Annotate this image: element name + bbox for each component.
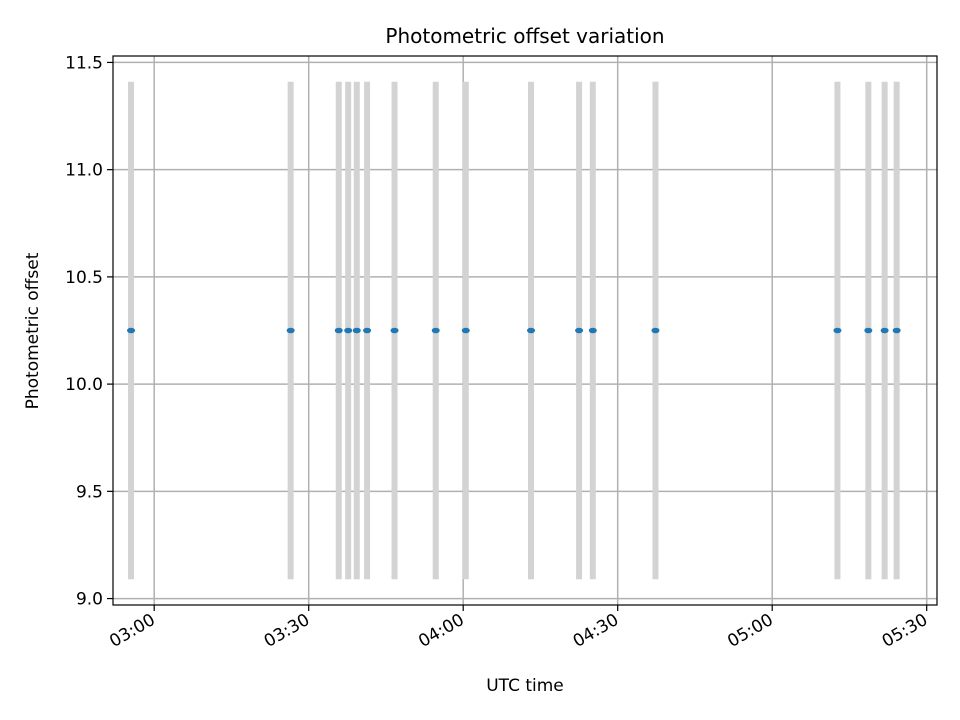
y-tick-label: 11.5	[65, 53, 103, 73]
x-axis-label: UTC time	[486, 676, 564, 696]
y-tick-label: 10.0	[65, 375, 103, 395]
y-tick-label: 10.5	[65, 268, 103, 288]
data-point	[352, 327, 361, 334]
y-axis-label: Photometric offset	[23, 252, 43, 409]
data-point	[127, 327, 136, 334]
data-point	[363, 327, 372, 334]
data-point	[286, 327, 295, 334]
y-tick-label: 9.0	[76, 590, 103, 610]
data-point	[880, 327, 889, 334]
chart-title: Photometric offset variation	[385, 24, 664, 48]
data-point	[461, 327, 470, 334]
data-point	[892, 327, 901, 334]
data-point	[833, 327, 842, 334]
data-point	[527, 327, 536, 334]
data-point	[431, 327, 440, 334]
data-point	[588, 327, 597, 334]
data-point	[334, 327, 343, 334]
data-point	[344, 327, 353, 334]
y-tick-label: 9.5	[76, 482, 103, 502]
data-point	[651, 327, 660, 334]
plot-frame	[112, 55, 938, 606]
data-point	[575, 327, 584, 334]
data-point	[390, 327, 399, 334]
data-point	[864, 327, 873, 334]
point-layer	[127, 327, 901, 334]
y-tick-label: 11.0	[65, 161, 103, 181]
